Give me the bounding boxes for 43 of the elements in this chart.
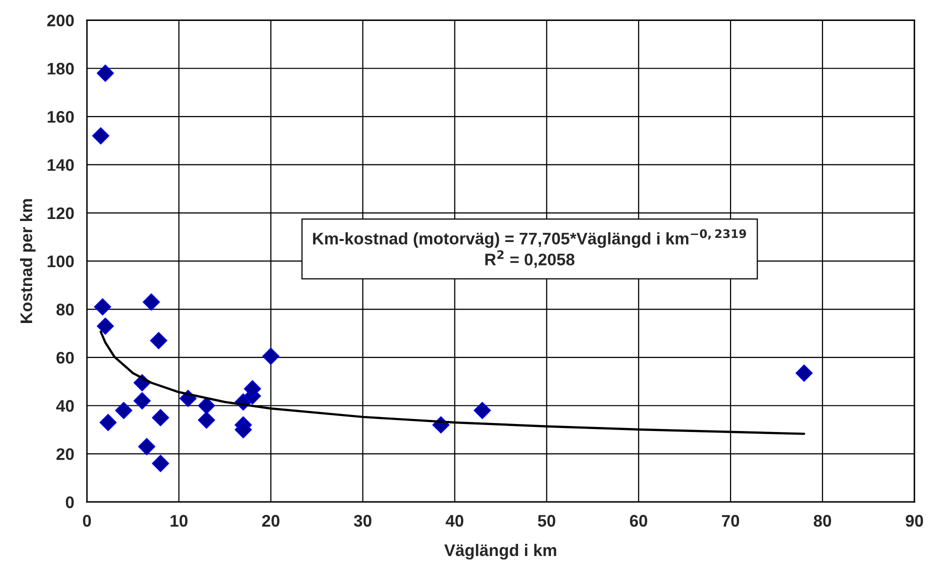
point [94, 298, 112, 316]
y-tick-label: 100 [48, 255, 74, 268]
y-axis-title: Kostnad per km [20, 199, 36, 323]
point [198, 396, 216, 414]
y-tick-label: 80 [56, 304, 74, 316]
y-tick-label: 60 [56, 352, 74, 364]
point [150, 332, 168, 350]
point [142, 293, 160, 311]
point [138, 438, 156, 456]
x-tick-label: 20 [262, 514, 280, 527]
y-tick-label: 140 [48, 159, 74, 171]
point [99, 414, 117, 432]
point [133, 392, 151, 410]
text: Km-kostnad (motorväg) = 77,705*Väglängd i km$^{−0,2319}$ R$^{2}$ = 0,2058 [313, 229, 746, 268]
x-tick-label: 40 [446, 514, 464, 527]
point [474, 402, 491, 420]
point [795, 364, 813, 382]
point [152, 454, 170, 472]
point [92, 127, 110, 144]
point [198, 411, 216, 429]
x-tick-label: 70 [722, 514, 740, 527]
y-tick-label: 160 [48, 110, 74, 123]
point [96, 64, 114, 82]
x-tick-label: 10 [170, 514, 188, 527]
y-tick-label: 120 [48, 207, 74, 220]
point [244, 380, 262, 398]
x-tick-label: 90 [906, 514, 924, 527]
point [234, 421, 252, 438]
x-tick-label: 0 [82, 514, 91, 527]
x-axis-title: Väglängd i km [444, 544, 556, 560]
y-tick-label: 40 [56, 400, 74, 412]
x-tick-label: 50 [538, 514, 556, 527]
point [262, 348, 280, 365]
y-tick-label: 180 [48, 62, 74, 75]
y-tick-label: 0 [66, 496, 74, 508]
point [115, 402, 132, 420]
x-tick-label: 80 [814, 514, 832, 527]
x-tick-label: 60 [630, 514, 648, 527]
y-tick-label: 20 [56, 448, 74, 460]
x-tick-label: 30 [354, 514, 372, 527]
y-tick-label: 200 [47, 14, 74, 26]
point [96, 318, 114, 335]
point [152, 409, 170, 426]
